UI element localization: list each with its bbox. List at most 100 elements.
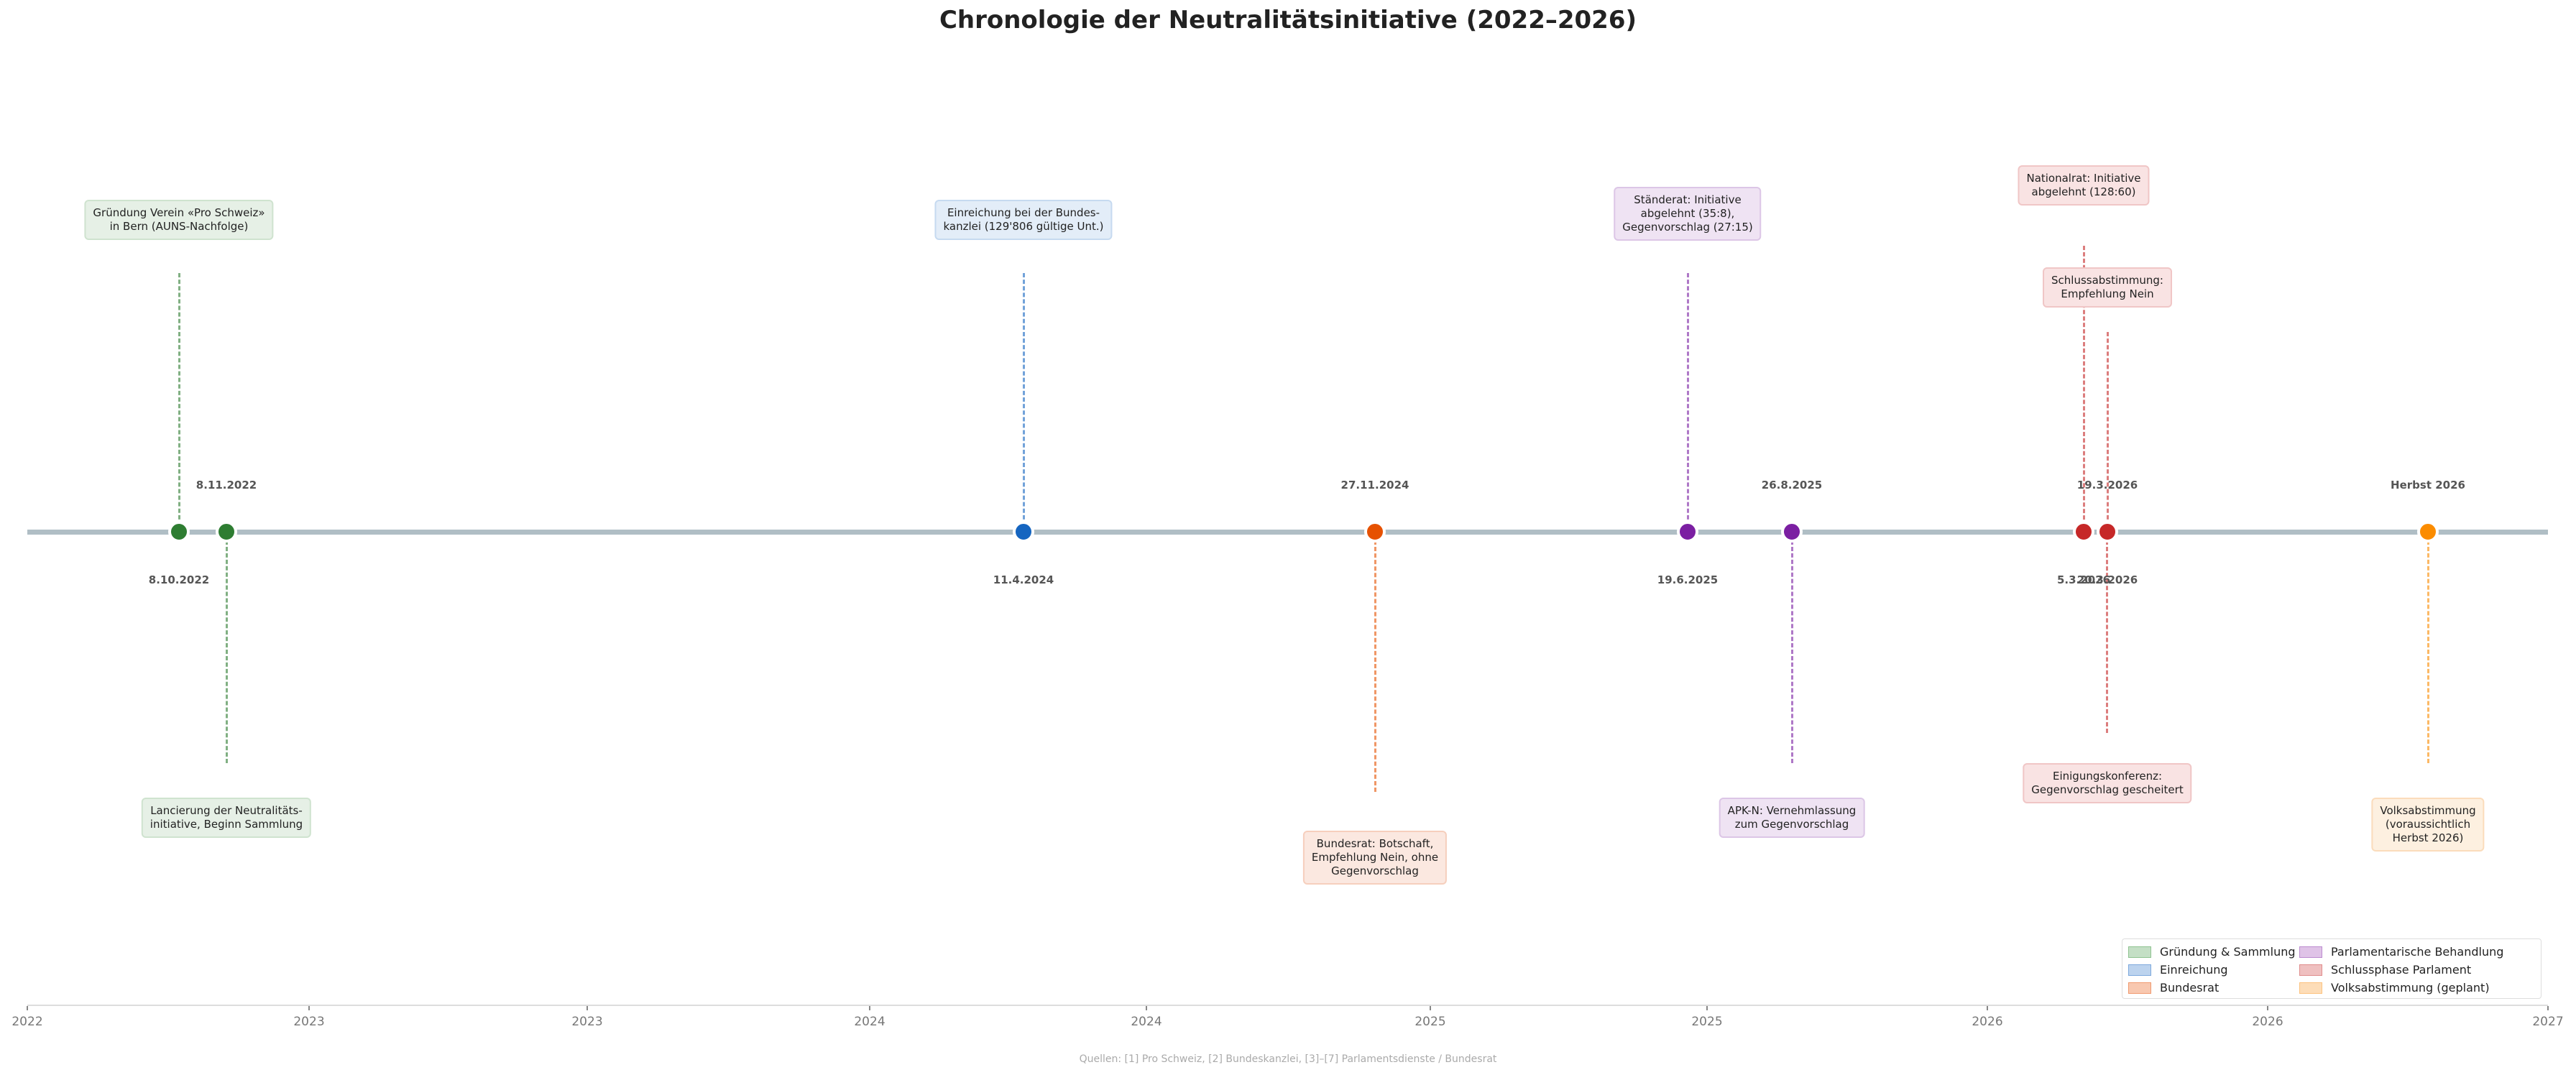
event-text-line: abgelehnt (128:60) [2031, 185, 2136, 198]
legend-swatch-blue-icon [2128, 964, 2151, 976]
event-text-line: Empfehlung Nein [2061, 287, 2154, 300]
event-marker-4[interactable] [1364, 521, 1386, 543]
source-note: Quellen: [1] Pro Schweiz, [2] Bundeskanz… [1079, 1053, 1497, 1065]
stem-event-4 [1374, 540, 1376, 792]
event-box-einreichung: Einreichung bei der Bundes- kanzlei (129… [934, 200, 1113, 240]
date-label-8: 19.3.2026 [2076, 479, 2138, 492]
x-tick [308, 1006, 310, 1010]
event-text-line: Nationalrat: Initiative [2026, 172, 2141, 185]
stem-event-1 [178, 273, 180, 526]
event-marker-10[interactable] [2417, 521, 2439, 543]
event-text-line: Lancierung der Neutralitäts- [150, 804, 303, 817]
legend-item-parlament: Parlamentarische Behandlung [2299, 945, 2503, 959]
legend-item-bundesrat: Bundesrat [2128, 981, 2219, 995]
event-text-line: (voraussichtlich [2385, 818, 2471, 831]
date-label-7: 5.3.2026 [2056, 573, 2111, 586]
legend-label: Bundesrat [2160, 981, 2220, 995]
x-tick [586, 1006, 588, 1010]
event-text-line: Gegenvorschlag [1331, 864, 1419, 877]
x-tick-label: 2022 [12, 1015, 43, 1029]
event-box-lancierung: Lancierung der Neutralitäts- initiative,… [141, 798, 312, 838]
event-marker-1[interactable] [168, 521, 190, 543]
event-text-line: Gründung Verein «Pro Schweiz» [93, 206, 265, 219]
legend-swatch-yellow-icon [2299, 982, 2322, 994]
event-marker-8[interactable] [2097, 521, 2118, 543]
event-text-line: in Bern (AUNS-Nachfolge) [109, 220, 249, 233]
stem-event-9 [2106, 540, 2108, 733]
x-tick-label: 2026 [2252, 1015, 2283, 1029]
event-box-apk-n: APK-N: Vernehmlassung zum Gegenvorschlag [1719, 798, 1865, 838]
event-text-line: Einigungskonferenz: [2052, 770, 2163, 783]
date-label-5: 19.6.2025 [1657, 573, 1719, 586]
event-text-line: Bundesrat: Botschaft, [1316, 837, 1434, 850]
x-tick-label: 2025 [1691, 1015, 1723, 1029]
stem-event-3 [1023, 273, 1025, 526]
date-label-6: 26.8.2025 [1761, 479, 1823, 492]
event-box-einigungskonferenz: Einigungskonferenz: Gegenvorschlag gesch… [2023, 763, 2192, 803]
legend-label: Gründung & Sammlung [2160, 945, 2296, 959]
x-tick-label: 2023 [293, 1015, 325, 1029]
event-text-line: Empfehlung Nein, ohne [1311, 851, 1439, 864]
legend-item-schlussphase: Schlussphase Parlament [2299, 963, 2471, 977]
stem-event-5 [1687, 273, 1689, 526]
event-text-line: APK-N: Vernehmlassung [1727, 804, 1857, 817]
event-text-line: zum Gegenvorschlag [1734, 818, 1849, 831]
x-tick [869, 1006, 870, 1010]
date-label-9: 20.3.2026 [2076, 573, 2138, 586]
event-marker-3[interactable] [1013, 521, 1034, 543]
event-marker-6[interactable] [1781, 521, 1803, 543]
event-marker-5[interactable] [1677, 521, 1698, 543]
legend-swatch-purple-icon [2299, 946, 2322, 958]
stem-event-6 [1791, 540, 1793, 763]
stem-event-2 [226, 540, 228, 763]
event-text-line: Gegenvorschlag gescheitert [2031, 783, 2184, 796]
legend-item-einreichung: Einreichung [2128, 963, 2228, 977]
date-label-10: Herbst 2026 [2391, 479, 2465, 492]
legend-item-volksabstimmung: Volksabstimmung (geplant) [2299, 981, 2490, 995]
date-label-1: 8.10.2022 [148, 573, 210, 586]
legend-swatch-green-icon [2128, 946, 2151, 958]
stem-event-7 [2083, 246, 2085, 526]
event-text-line: Herbst 2026) [2392, 831, 2464, 844]
event-box-bundesrat-botschaft: Bundesrat: Botschaft, Empfehlung Nein, o… [1302, 831, 1448, 885]
event-marker-2[interactable] [216, 521, 237, 543]
event-marker-7[interactable] [2073, 521, 2094, 543]
event-text-line: abgelehnt (35:8), [1640, 207, 1735, 220]
legend-swatch-red-icon [2299, 964, 2322, 976]
event-text-line: Gegenvorschlag (27:15) [1622, 221, 1753, 234]
event-text-line: kanzlei (129'806 gültige Unt.) [943, 220, 1104, 233]
legend: Gründung & Sammlung Einreichung Bundesra… [2122, 938, 2542, 999]
event-box-nationalrat: Nationalrat: Initiative abgelehnt (128:6… [2018, 165, 2150, 206]
legend-item-gruendung: Gründung & Sammlung [2128, 945, 2296, 959]
legend-label: Einreichung [2160, 963, 2228, 977]
x-tick-label: 2023 [571, 1015, 603, 1029]
legend-label: Parlamentarische Behandlung [2331, 945, 2504, 959]
legend-swatch-orange-icon [2128, 982, 2151, 994]
x-tick [27, 1006, 28, 1010]
event-text-line: Volksabstimmung [2380, 804, 2476, 817]
stem-event-8 [2107, 332, 2109, 526]
event-box-volksabstimmung: Volksabstimmung (voraussichtlich Herbst … [2371, 798, 2485, 852]
event-text-line: Ständerat: Initiative [1634, 193, 1742, 206]
x-tick [1146, 1006, 1147, 1010]
event-text-line: Schlussabstimmung: [2051, 274, 2163, 287]
x-tick [1987, 1006, 1988, 1010]
x-tick [2547, 1006, 2549, 1010]
legend-label: Volksabstimmung (geplant) [2331, 981, 2490, 995]
x-tick-label: 2026 [1972, 1015, 2003, 1029]
legend-label: Schlussphase Parlament [2331, 963, 2472, 977]
stem-event-10 [2427, 540, 2429, 763]
event-box-staenderat: Ständerat: Initiative abgelehnt (35:8), … [1614, 187, 1762, 241]
x-axis-spine [27, 1005, 2548, 1006]
event-box-gruendung-verein: Gründung Verein «Pro Schweiz» in Bern (A… [84, 200, 274, 240]
event-text-line: Einreichung bei der Bundes- [947, 206, 1100, 219]
x-tick-label: 2024 [854, 1015, 886, 1029]
x-tick [1706, 1006, 1708, 1010]
x-tick [1430, 1006, 1431, 1010]
x-tick [2267, 1006, 2268, 1010]
event-text-line: initiative, Beginn Sammlung [150, 818, 303, 831]
x-tick-label: 2024 [1131, 1015, 1162, 1029]
x-tick-label: 2027 [2532, 1015, 2564, 1029]
date-label-4: 27.11.2024 [1340, 479, 1409, 492]
date-label-3: 11.4.2024 [993, 573, 1054, 586]
